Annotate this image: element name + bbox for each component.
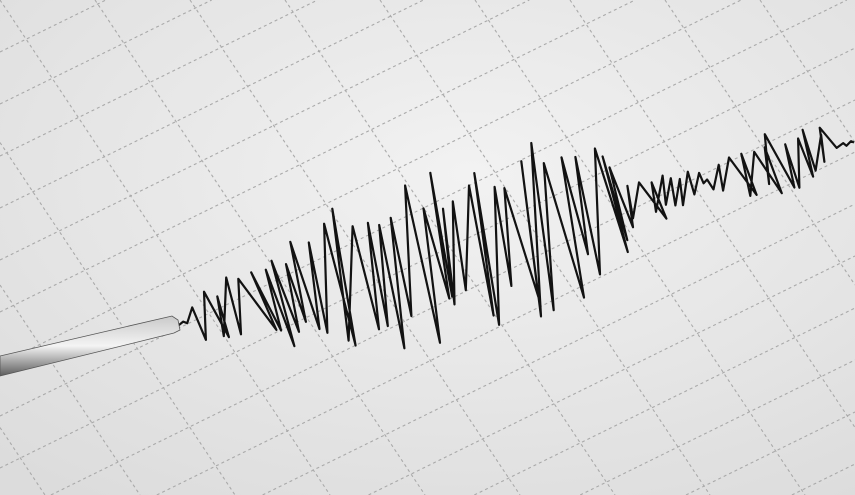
grid-line xyxy=(368,255,855,495)
grid-line xyxy=(0,142,236,495)
grid-line xyxy=(0,0,318,157)
grid-line xyxy=(0,0,530,261)
grid-line xyxy=(0,47,855,469)
trace-line xyxy=(174,126,855,350)
grid-line xyxy=(569,0,855,428)
grid-line xyxy=(0,0,107,53)
grid-line xyxy=(759,0,855,143)
stylus-arm xyxy=(0,315,181,377)
grid-line xyxy=(685,411,855,495)
grid-line xyxy=(50,99,855,495)
grid-line xyxy=(0,0,636,313)
seismic-trace xyxy=(174,126,855,350)
grid-line xyxy=(474,307,855,495)
grid-line xyxy=(0,0,848,417)
stylus-bar xyxy=(0,315,181,377)
grid-line xyxy=(0,284,141,495)
grid-line xyxy=(0,427,46,495)
grid-line xyxy=(262,203,855,495)
grid-line xyxy=(0,0,424,209)
grid-line xyxy=(156,151,855,495)
